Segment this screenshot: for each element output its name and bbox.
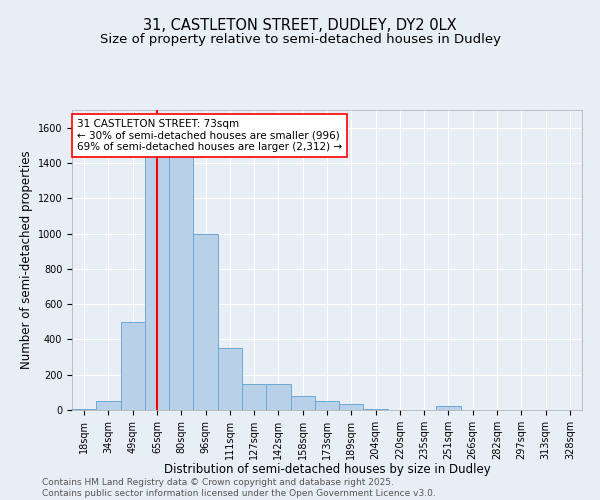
Bar [339,404,364,410]
Text: Contains HM Land Registry data © Crown copyright and database right 2025.
Contai: Contains HM Land Registry data © Crown c… [42,478,436,498]
Y-axis label: Number of semi-detached properties: Number of semi-detached properties [20,150,34,370]
Text: 31 CASTLETON STREET: 73sqm
← 30% of semi-detached houses are smaller (996)
69% o: 31 CASTLETON STREET: 73sqm ← 30% of semi… [77,119,342,152]
Bar [242,384,266,410]
Bar [218,348,242,410]
Bar [315,401,339,410]
Bar [96,401,121,410]
Bar [169,146,193,410]
Bar [145,146,169,410]
X-axis label: Distribution of semi-detached houses by size in Dudley: Distribution of semi-detached houses by … [164,464,490,476]
Bar [364,409,388,410]
Text: 31, CASTLETON STREET, DUDLEY, DY2 0LX: 31, CASTLETON STREET, DUDLEY, DY2 0LX [143,18,457,32]
Bar [121,322,145,410]
Bar [290,396,315,410]
Bar [193,234,218,410]
Bar [266,384,290,410]
Bar [436,406,461,410]
Bar [72,409,96,410]
Text: Size of property relative to semi-detached houses in Dudley: Size of property relative to semi-detach… [100,32,500,46]
